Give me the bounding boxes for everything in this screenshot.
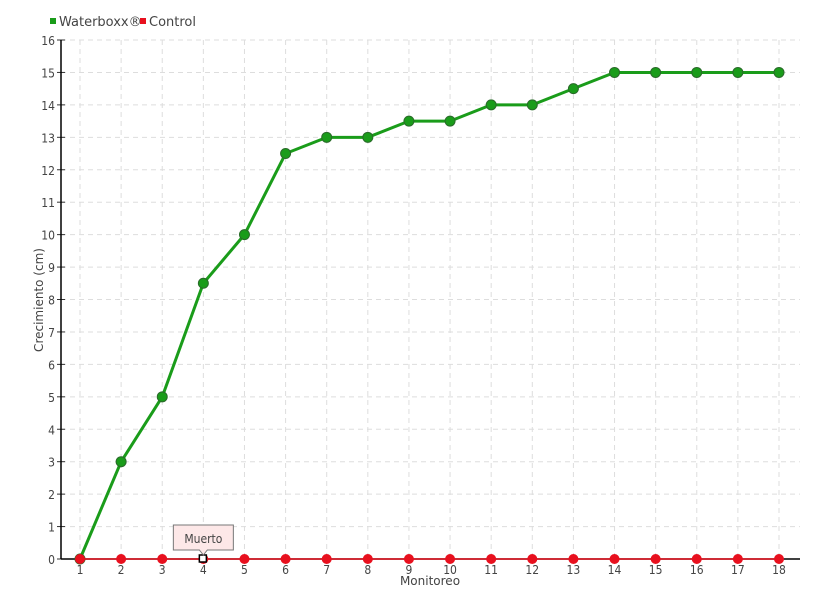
x-tick-label: 1 bbox=[77, 563, 84, 577]
data-point bbox=[486, 554, 497, 564]
x-tick-label: 5 bbox=[241, 563, 248, 577]
data-point bbox=[362, 554, 373, 564]
legend: Waterboxx® Control bbox=[50, 15, 196, 30]
data-point bbox=[444, 115, 456, 127]
y-tick-label: 3 bbox=[48, 456, 55, 470]
x-tick-label: 16 bbox=[690, 563, 704, 577]
data-point bbox=[527, 554, 538, 564]
legend-label-control[interactable]: Control bbox=[149, 15, 196, 30]
data-point bbox=[280, 148, 292, 160]
data-point bbox=[238, 229, 250, 241]
x-tick-label: 3 bbox=[159, 563, 166, 577]
data-point bbox=[157, 554, 168, 564]
y-tick-label: 5 bbox=[48, 391, 55, 405]
y-tick-label: 0 bbox=[48, 553, 55, 567]
x-tick-label: 13 bbox=[567, 563, 581, 577]
y-tick-label: 4 bbox=[48, 423, 55, 437]
y-axis-label: Crecimiento (cm) bbox=[32, 248, 46, 352]
data-point bbox=[732, 554, 743, 564]
x-tick-label: 9 bbox=[406, 563, 413, 577]
x-tick-label: 18 bbox=[772, 563, 786, 577]
y-tick-label: 1 bbox=[48, 521, 55, 535]
data-point bbox=[280, 554, 291, 564]
annotation-marker bbox=[198, 554, 208, 563]
x-tick-label: 12 bbox=[525, 563, 539, 577]
y-tick-label: 8 bbox=[48, 294, 55, 308]
x-tick-label: 6 bbox=[282, 563, 289, 577]
y-tick-label: 10 bbox=[41, 229, 55, 243]
data-point bbox=[691, 66, 703, 78]
x-tick-label: 7 bbox=[323, 563, 330, 577]
legend-swatch-control bbox=[140, 18, 146, 24]
x-tick-label: 17 bbox=[731, 563, 745, 577]
y-tick-label: 9 bbox=[48, 261, 55, 275]
data-point bbox=[115, 456, 127, 468]
x-tick-label: 2 bbox=[118, 563, 125, 577]
annotation-tooltip: Muerto bbox=[172, 524, 234, 563]
y-tick-label: 2 bbox=[48, 488, 55, 502]
data-point bbox=[526, 99, 538, 111]
y-tick-label: 16 bbox=[41, 34, 55, 48]
x-tick-label: 10 bbox=[443, 563, 457, 577]
data-point bbox=[773, 66, 785, 78]
grid bbox=[61, 39, 800, 560]
data-point bbox=[403, 115, 415, 127]
data-point bbox=[321, 554, 332, 564]
data-point bbox=[403, 554, 414, 564]
tooltip-text: Muerto bbox=[184, 532, 222, 546]
data-point bbox=[650, 66, 662, 78]
y-tick-label: 12 bbox=[41, 164, 55, 178]
data-point bbox=[650, 554, 661, 564]
y-tick-label: 15 bbox=[41, 66, 55, 80]
data-point bbox=[609, 554, 620, 564]
data-point bbox=[691, 554, 702, 564]
data-point bbox=[197, 277, 209, 289]
x-tick-label: 4 bbox=[200, 563, 207, 577]
tooltip-box bbox=[172, 524, 234, 556]
series-line-waterboxx bbox=[78, 70, 779, 560]
data-point bbox=[239, 554, 250, 564]
x-tick-label: 14 bbox=[608, 563, 622, 577]
x-axis-label: Monitoreo bbox=[400, 574, 460, 588]
data-point bbox=[156, 391, 168, 403]
data-point bbox=[116, 554, 127, 564]
data-point bbox=[568, 554, 579, 564]
x-tick-label: 11 bbox=[484, 563, 498, 577]
x-tick-label: 8 bbox=[364, 563, 371, 577]
data-point bbox=[321, 131, 333, 143]
data-point bbox=[774, 554, 784, 564]
data-point bbox=[732, 66, 744, 78]
x-tick-label: 15 bbox=[649, 563, 663, 577]
y-tick-label: 6 bbox=[48, 358, 55, 372]
y-tick-label: 7 bbox=[48, 326, 55, 340]
data-point bbox=[445, 554, 456, 564]
legend-label-waterboxx[interactable]: Waterboxx® bbox=[59, 15, 142, 30]
y-tick-label: 13 bbox=[41, 131, 55, 145]
data-point bbox=[362, 131, 374, 143]
data-point bbox=[75, 554, 85, 564]
data-point bbox=[609, 66, 621, 78]
y-tick-label: 14 bbox=[41, 99, 55, 113]
legend-swatch-waterboxx bbox=[50, 18, 56, 24]
series-layer bbox=[74, 66, 785, 565]
y-tick-label: 11 bbox=[41, 196, 55, 210]
data-point bbox=[567, 83, 579, 95]
data-point bbox=[485, 99, 497, 111]
